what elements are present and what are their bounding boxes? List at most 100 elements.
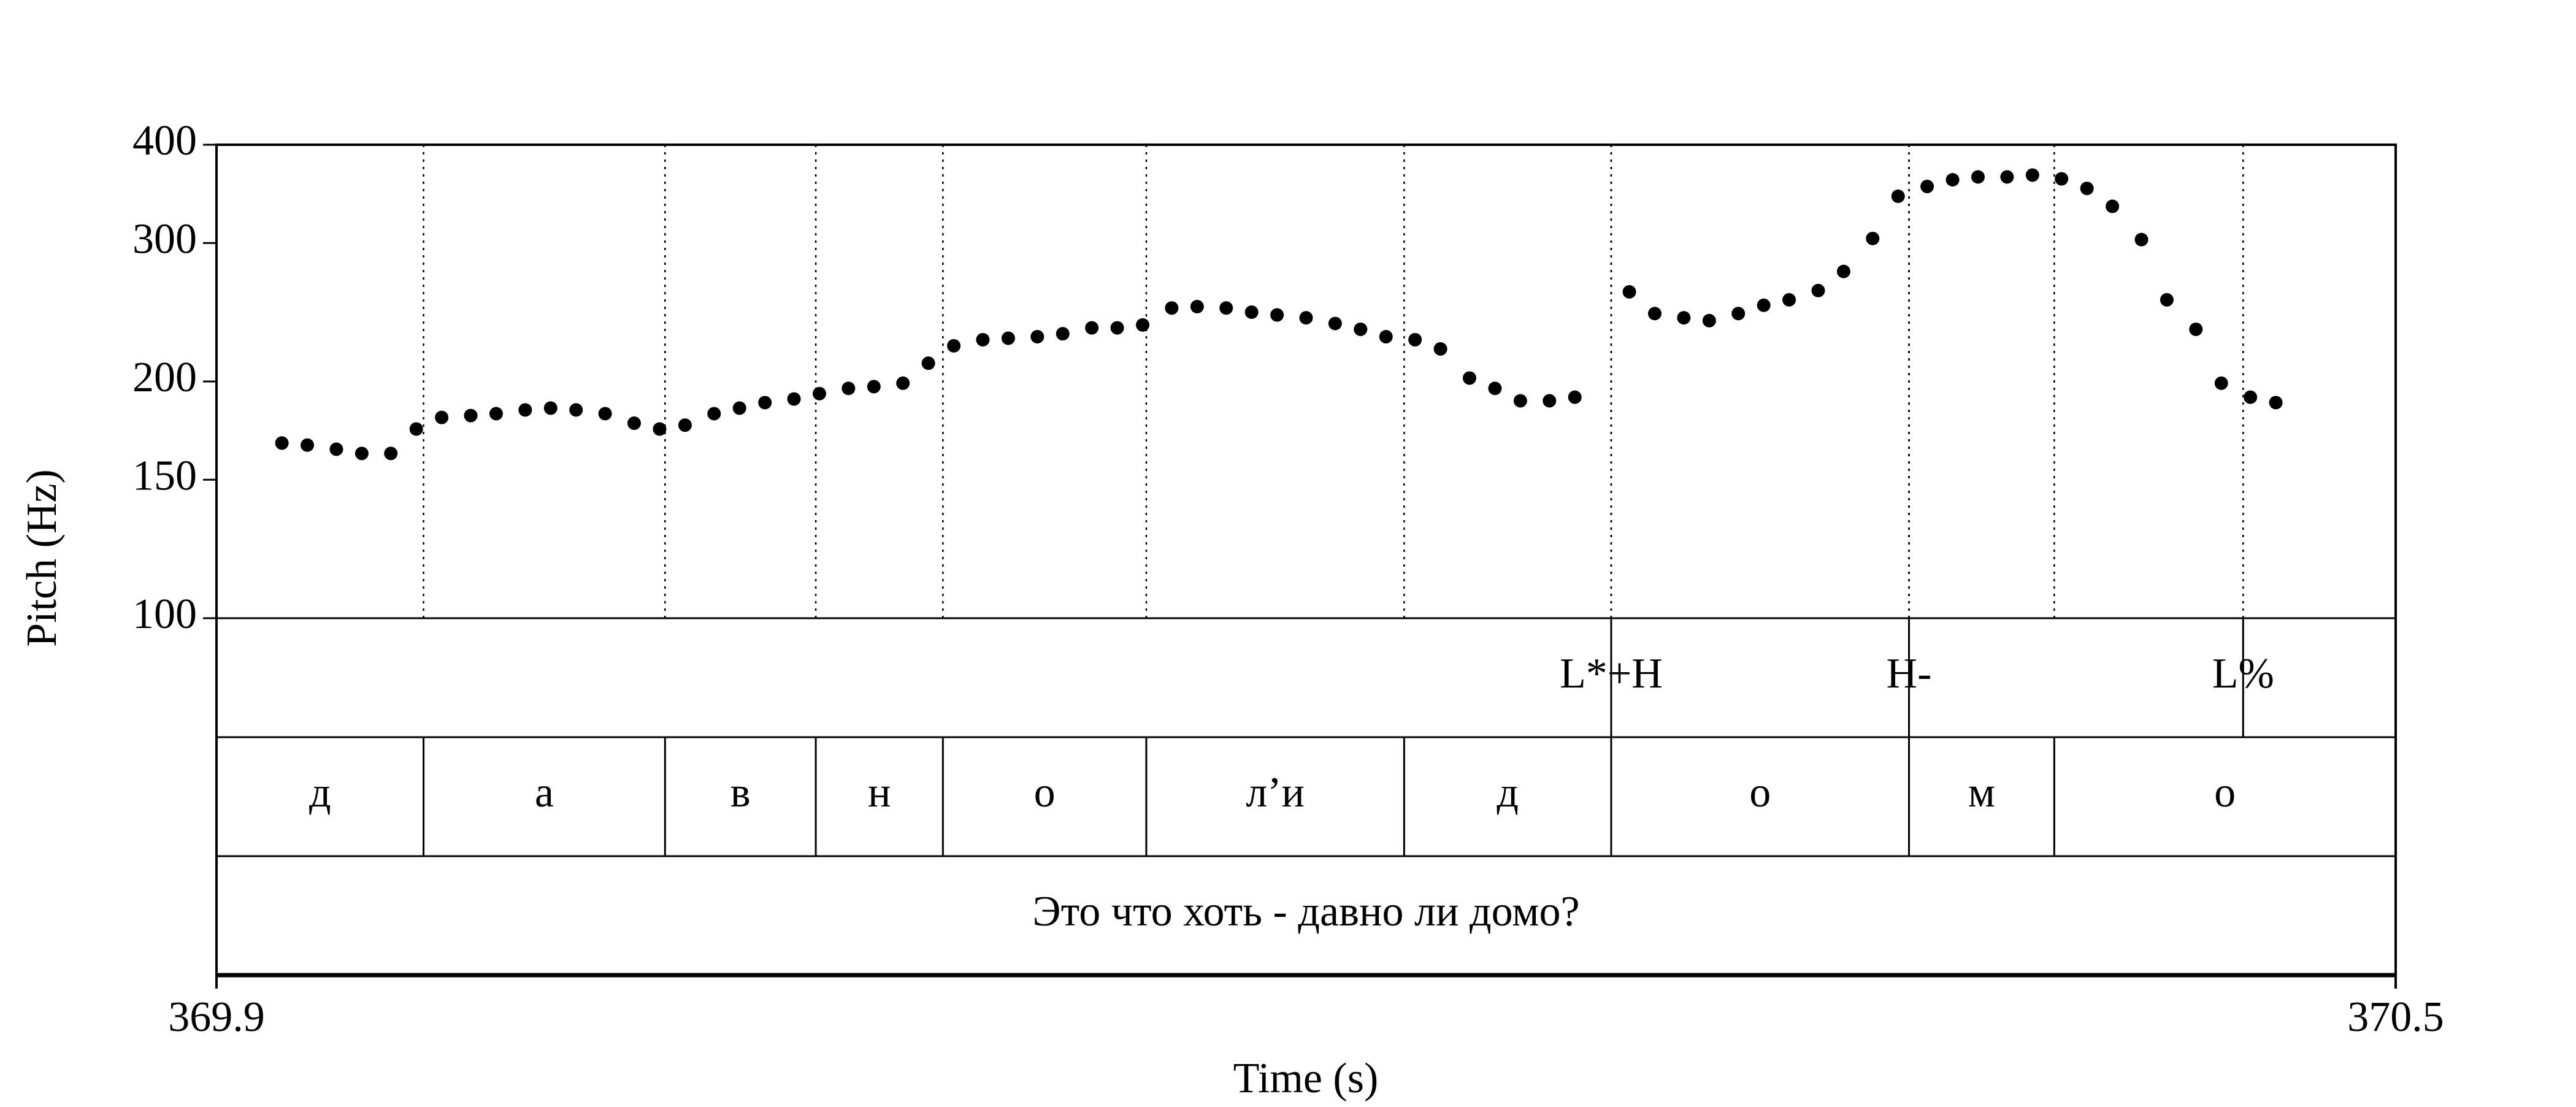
pitch-point	[1219, 301, 1233, 315]
pitch-point	[464, 408, 478, 423]
pitch-point	[598, 407, 612, 421]
pitch-point	[2106, 199, 2120, 213]
pitch-point	[489, 407, 503, 421]
pitch-point	[1920, 180, 1934, 194]
pitch-point	[2134, 232, 2149, 247]
pitch-point	[1757, 298, 1771, 312]
pitch-point	[1513, 394, 1527, 408]
pitch-point	[1056, 327, 1070, 341]
pitch-point	[2214, 376, 2228, 390]
tone-label: L*+H	[1560, 650, 1663, 697]
pitch-point	[2269, 396, 2283, 410]
pitch-point	[1702, 313, 1716, 328]
pitch-point	[384, 446, 398, 461]
pitch-point	[1030, 330, 1045, 344]
x-tick-label: 370.5	[2347, 994, 2444, 1041]
pitch-point	[787, 392, 801, 406]
segment-label: о	[1034, 769, 1056, 816]
pitch-point	[1731, 307, 1746, 321]
segment-label: л’и	[1246, 769, 1305, 816]
pitch-point	[1568, 390, 1582, 404]
y-tick-label: 100	[132, 591, 197, 638]
pitch-point	[329, 442, 343, 456]
pitch-point	[2160, 293, 2174, 307]
pitch-point	[518, 403, 532, 417]
pitch-point	[355, 446, 369, 461]
segment-label: а	[535, 769, 554, 816]
pitch-point	[275, 436, 289, 450]
pitch-point	[1866, 231, 1880, 245]
pitch-point	[758, 396, 772, 410]
pitch-point	[896, 376, 910, 390]
pitch-point	[1971, 170, 1985, 184]
pitch-point	[1836, 264, 1850, 278]
pitch-point	[678, 418, 692, 432]
pitch-point	[1001, 331, 1015, 345]
pitch-point	[1891, 189, 1905, 203]
segment-label: н	[868, 769, 891, 816]
pitch-point	[707, 407, 721, 421]
y-tick-label: 300	[132, 215, 197, 262]
pitch-point	[1462, 371, 1476, 385]
pitch-point	[1110, 321, 1124, 335]
x-axis-label: Time (s)	[1233, 1055, 1379, 1102]
pitch-point	[1190, 299, 1204, 313]
pitch-point	[2025, 168, 2039, 182]
pitch-point	[732, 401, 746, 415]
pitch-point	[2244, 390, 2258, 404]
pitch-point	[1165, 301, 1179, 315]
pitch-point	[435, 410, 449, 424]
segment-label: о	[2214, 769, 2236, 816]
segment-label: м	[1968, 769, 1995, 816]
segment-label: о	[1749, 769, 1771, 816]
pitch-point	[1488, 381, 1502, 396]
pitch-point	[921, 356, 935, 370]
pitch-point	[1136, 318, 1150, 332]
pitch-point	[627, 416, 641, 431]
pitch-point	[1647, 307, 1662, 321]
pitch-point	[1354, 322, 1368, 336]
pitch-point	[2000, 170, 2014, 184]
pitch-point	[409, 422, 423, 436]
segment-label: д	[1497, 769, 1519, 816]
pitch-point	[2189, 322, 2203, 336]
pitch-point	[1408, 332, 1422, 347]
pitch-point	[1945, 173, 1960, 187]
pitch-point	[867, 380, 881, 394]
x-tick-label: 369.9	[168, 994, 265, 1041]
pitch-point	[1433, 342, 1447, 356]
tone-label: L%	[2212, 650, 2274, 697]
plot-frame	[215, 144, 2397, 976]
pitch-point	[543, 401, 558, 415]
pitch-point	[1244, 305, 1259, 319]
pitch-point	[947, 339, 961, 353]
y-tick-label: 150	[132, 452, 197, 499]
pitch-point	[841, 381, 856, 396]
y-axis-label: Pitch (Hz)	[18, 469, 66, 647]
pitch-point	[1811, 283, 1825, 297]
pitch-point	[2080, 182, 2094, 196]
y-tick-label: 400	[132, 117, 197, 164]
pitch-point	[1328, 316, 1342, 331]
pitch-point	[976, 332, 990, 347]
segment-label: в	[730, 769, 751, 816]
pitch-point	[653, 422, 667, 436]
tone-label: H-	[1887, 650, 1932, 697]
y-tick-label: 200	[132, 354, 197, 401]
pitch-point	[1543, 394, 1557, 408]
pitch-point	[1085, 321, 1099, 335]
sentence-label: Это что хоть - давно ли домо?	[1032, 888, 1579, 935]
pitch-point	[301, 438, 315, 452]
pitch-point	[1782, 293, 1796, 307]
pitch-point	[569, 403, 583, 417]
pitch-point	[1270, 308, 1284, 322]
pitch-point	[1379, 330, 1393, 344]
pitch-point	[1677, 311, 1691, 325]
segment-label: д	[309, 769, 331, 816]
pitch-point	[1622, 285, 1636, 299]
pitch-point	[1299, 311, 1313, 325]
pitch-point	[812, 386, 826, 400]
pitch-point	[2055, 172, 2069, 186]
